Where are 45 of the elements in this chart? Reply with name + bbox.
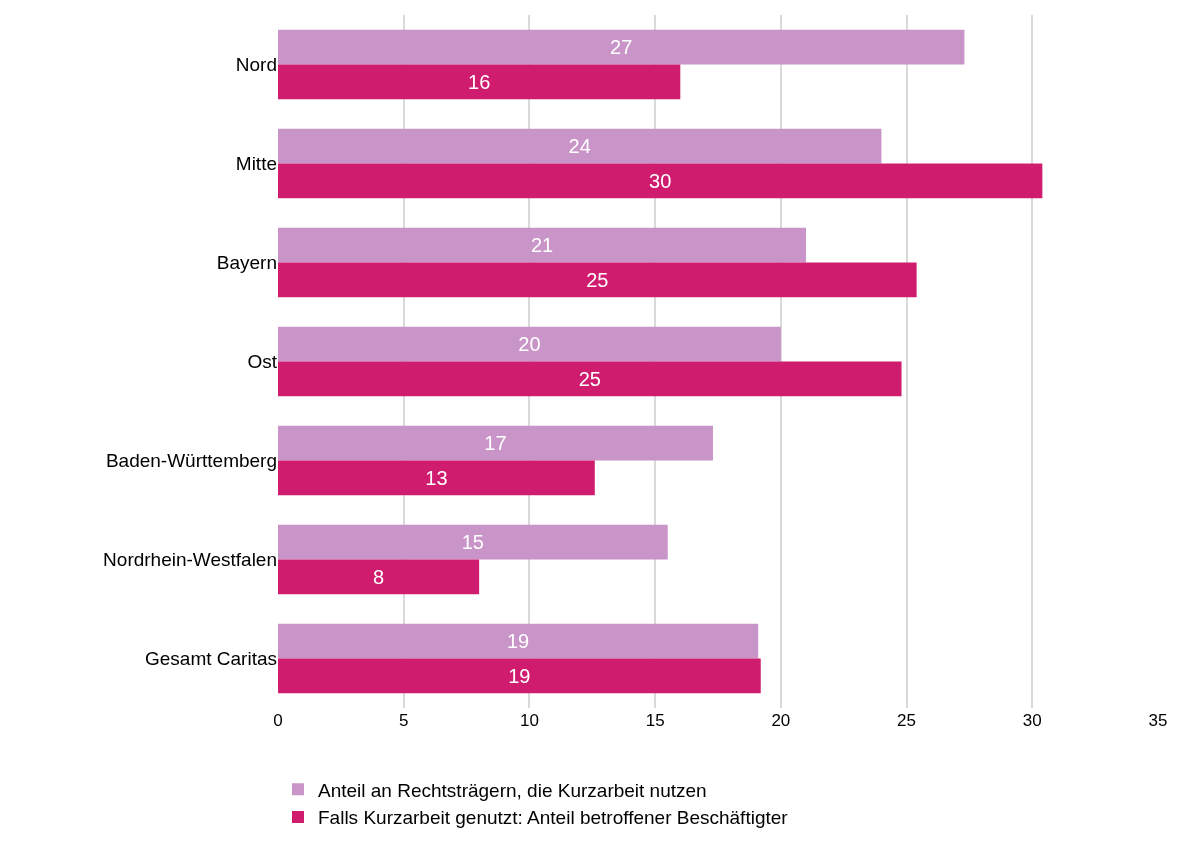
data-label: 17 [484,432,507,455]
x-tick-label: 25 [897,711,917,730]
data-label: 27 [610,36,633,59]
data-label: 8 [373,565,385,588]
data-label: 13 [425,466,448,489]
bar [278,559,480,595]
x-tick-label: 20 [771,711,791,730]
bar [278,163,1043,199]
x-tick-label: 15 [645,711,665,730]
x-tick-label: 5 [398,711,409,730]
y-tick-label: Gesamt Caritas [145,648,277,670]
data-label: 21 [530,234,554,257]
y-tick-label: Nord [235,54,277,76]
bar [278,262,917,298]
bar [278,524,668,560]
bar [278,227,806,263]
x-tick-label: 35 [1148,711,1168,730]
bar [278,658,761,694]
y-tick-label: Mitte [235,153,277,175]
bar [278,29,965,65]
data-label: 19 [506,630,530,653]
y-tick-label: Bayern [216,252,277,274]
y-tick-label: Ost [247,351,278,373]
bar [278,128,882,164]
x-tick-label: 30 [1022,711,1042,730]
y-tick-label: Nordrhein-Westfalen [103,549,277,571]
bar [278,361,902,397]
legend-label: Falls Kurzarbeit genutzt: Anteil betroffener Beschäftigter [318,807,789,829]
data-label: 15 [461,531,484,554]
y-tick-label: Baden-Württemberg [105,450,277,472]
data-label: 30 [649,169,672,192]
bar [278,326,781,362]
bar [278,460,595,496]
x-tick-label: 0 [273,711,283,730]
bar [278,425,713,461]
data-label: 25 [586,268,609,291]
data-label: 19 [508,664,531,687]
data-label: 25 [578,367,601,390]
bar [278,623,759,659]
x-tick-label: 10 [519,711,539,730]
bar [278,64,681,100]
data-label: 20 [518,333,541,356]
data-label: 16 [468,70,491,93]
data-label: 24 [568,135,591,158]
legend-label: Anteil an Rechtsträgern, die Kurzarbeit nutzen [318,779,707,801]
